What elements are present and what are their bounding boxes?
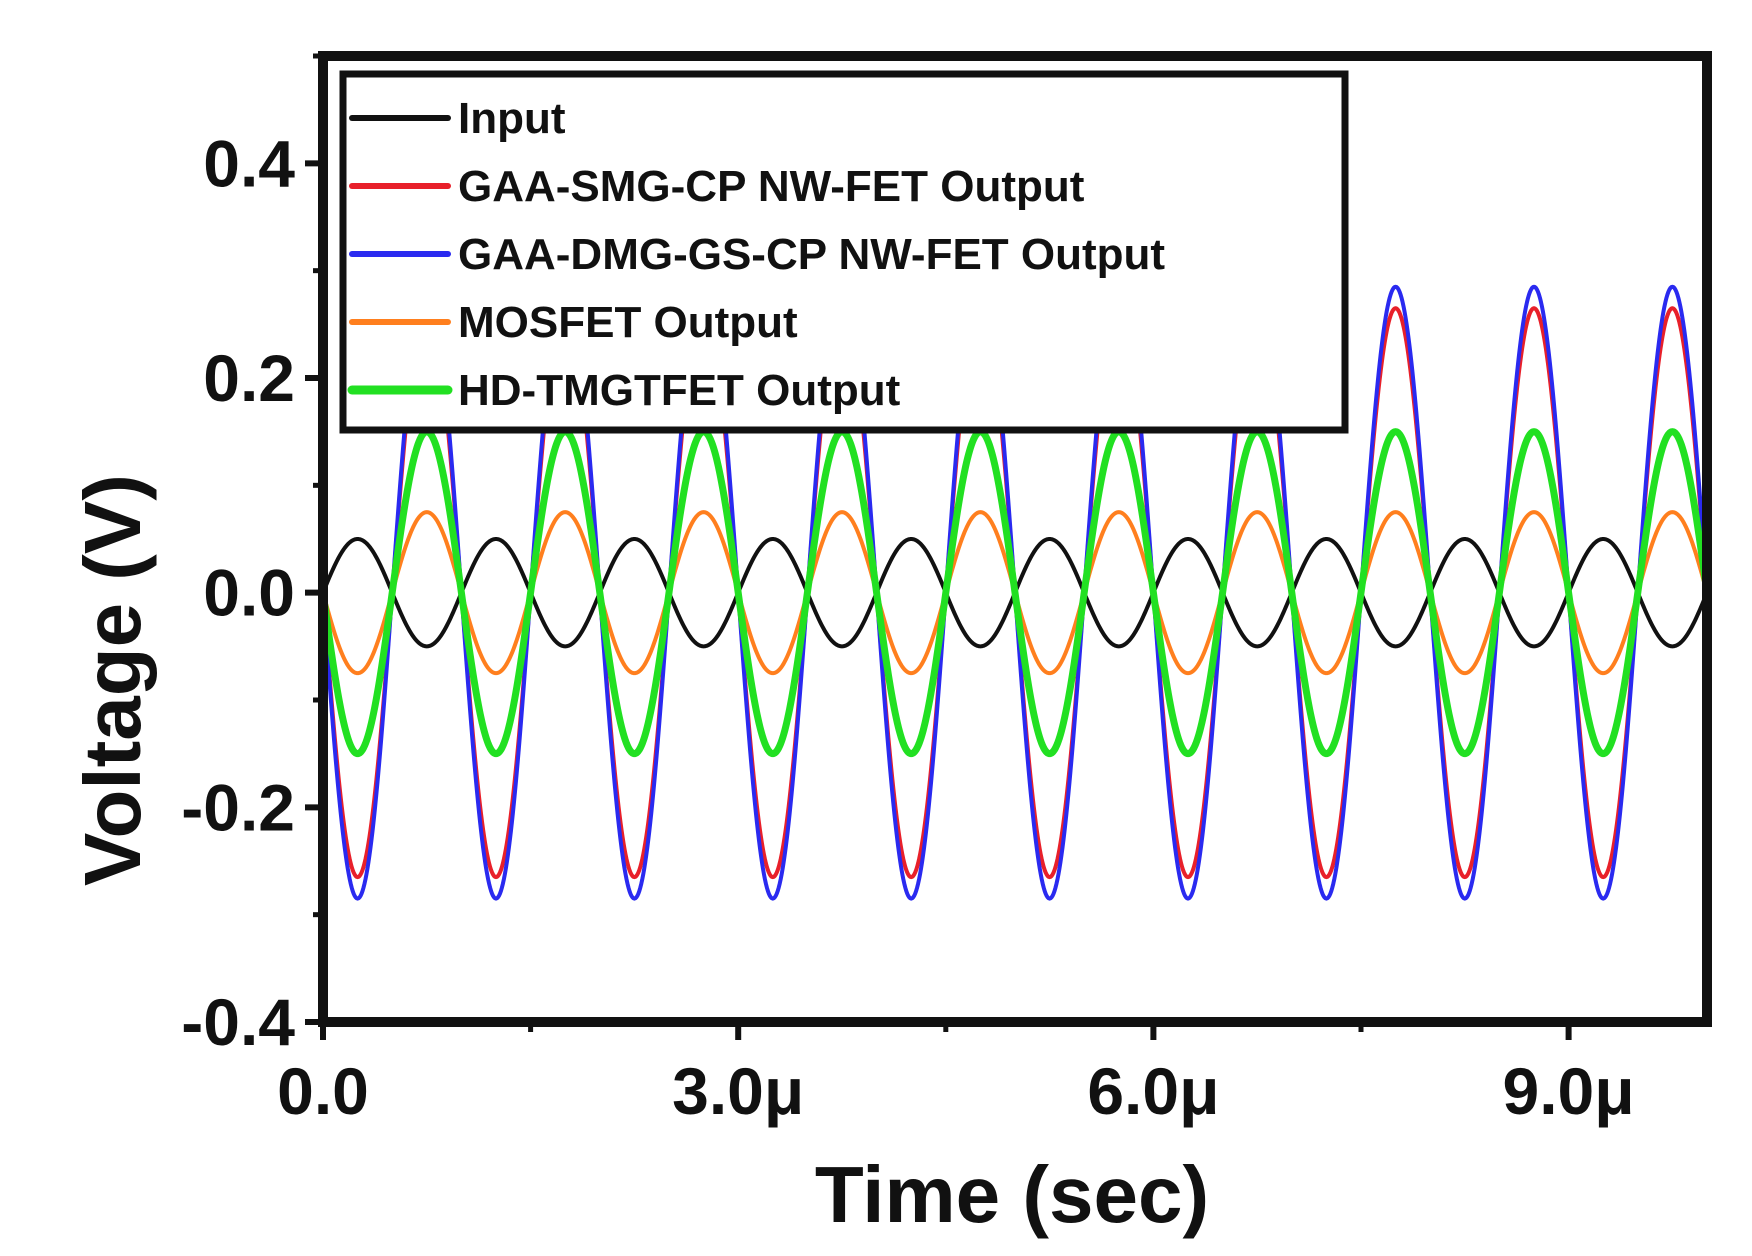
x-tick-label-1: 3.0μ: [672, 1054, 804, 1128]
x-axis-title: Time (sec): [815, 1150, 1209, 1239]
legend-label-4: HD-TMGTFET Output: [458, 366, 901, 415]
series-line-4: [319, 428, 1711, 758]
x-tick-label-3: 9.0μ: [1503, 1054, 1635, 1128]
x-tick-label-2: 6.0μ: [1087, 1054, 1219, 1128]
legend-label-0: Input: [458, 94, 566, 143]
y-axis-title: Voltage (V): [68, 474, 157, 886]
y-tick-label-3: 0.2: [203, 341, 295, 415]
legend-label-3: MOSFET Output: [458, 298, 798, 347]
legend-label-2: GAA-DMG-GS-CP NW-FET Output: [458, 230, 1165, 279]
legend: Input GAA-SMG-CP NW-FET Output GAA-DMG-GS-…: [339, 70, 1349, 434]
ticks-layer: -0.4 -0.2 0.0 0.2 0.4 0.0 3.0μ 6.0μ 9.0μ: [181, 53, 1635, 1128]
x-tick-label-0: 0.0: [277, 1054, 369, 1128]
y-tick-label-4: 0.4: [203, 126, 295, 200]
y-tick-label-0: -0.4: [181, 985, 295, 1059]
y-tick-label-1: -0.2: [181, 770, 295, 844]
plot-frame: [318, 51, 1712, 1027]
legend-label-1: GAA-SMG-CP NW-FET Output: [458, 162, 1085, 211]
y-tick-label-2: 0.0: [203, 556, 295, 630]
legend-box: [339, 70, 1349, 434]
